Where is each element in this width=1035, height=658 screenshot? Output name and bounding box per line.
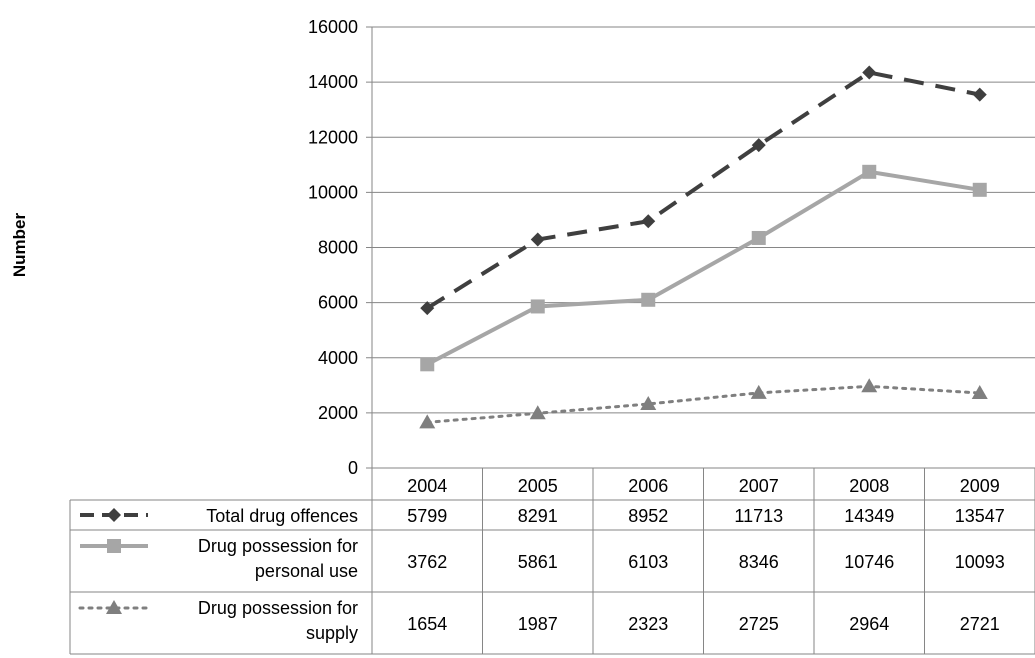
data-point bbox=[530, 232, 545, 247]
data-table: 2004 2005 2006 2007 2008 2009 Total drug offen… bbox=[69, 467, 1035, 655]
y-tick-label: 14000 bbox=[308, 72, 358, 92]
legend-key bbox=[80, 539, 148, 553]
table-value: 13547 bbox=[955, 506, 1005, 526]
series-lines bbox=[419, 65, 988, 429]
y-tick-label: 4000 bbox=[318, 348, 358, 368]
series-line bbox=[426, 169, 981, 367]
grid-lines bbox=[372, 26, 1035, 414]
y-tick-label: 0 bbox=[348, 458, 358, 478]
y-tick-label: 6000 bbox=[318, 293, 358, 313]
table-value: 1654 bbox=[407, 614, 447, 634]
table-value: 2721 bbox=[960, 614, 1000, 634]
data-point bbox=[640, 395, 657, 410]
data-point bbox=[861, 378, 878, 393]
y-axis-title: Number bbox=[10, 213, 29, 278]
y-tick-label: 12000 bbox=[308, 127, 358, 147]
legend-key bbox=[78, 600, 150, 614]
x-category-label: 2006 bbox=[628, 476, 668, 496]
legend-label: Drug possession for bbox=[198, 598, 358, 618]
legend-key-marker bbox=[107, 539, 121, 553]
table-value: 11713 bbox=[734, 506, 783, 526]
legend-key-marker bbox=[107, 508, 121, 522]
axes: 0 2000 4000 6000 8000 10000 12000 14000 16000 bbox=[308, 17, 373, 478]
data-point bbox=[529, 405, 546, 420]
data-point bbox=[751, 230, 766, 245]
data-point bbox=[419, 414, 436, 429]
table-value: 8952 bbox=[628, 506, 668, 526]
data-point bbox=[972, 87, 987, 102]
legend-label: supply bbox=[306, 623, 358, 643]
table-value: 2725 bbox=[739, 614, 779, 634]
table-value: 8346 bbox=[739, 552, 779, 572]
legend-key bbox=[80, 508, 148, 522]
table-value: 3762 bbox=[407, 552, 447, 572]
y-tick-label: 2000 bbox=[318, 403, 358, 423]
series-group bbox=[419, 378, 988, 429]
data-point bbox=[972, 182, 987, 197]
table-value: 8291 bbox=[518, 506, 558, 526]
data-point bbox=[862, 164, 877, 179]
series-line bbox=[426, 70, 981, 310]
data-point bbox=[971, 385, 988, 400]
x-category-label: 2007 bbox=[739, 476, 779, 496]
x-category-label: 2008 bbox=[849, 476, 889, 496]
table-value: 2964 bbox=[849, 614, 889, 634]
series-group bbox=[420, 65, 987, 316]
data-point bbox=[530, 299, 545, 314]
series-group bbox=[420, 164, 987, 372]
table-value: 2323 bbox=[628, 614, 668, 634]
legend-key-marker bbox=[106, 600, 122, 614]
legend-label: Total drug offences bbox=[206, 506, 358, 526]
table-value: 1987 bbox=[518, 614, 558, 634]
table-value: 14349 bbox=[844, 506, 894, 526]
x-category-label: 2005 bbox=[518, 476, 558, 496]
y-tick-label: 16000 bbox=[308, 17, 358, 37]
data-point bbox=[641, 292, 656, 307]
data-point bbox=[420, 357, 435, 372]
data-point bbox=[641, 214, 656, 229]
legend-label: personal use bbox=[255, 561, 358, 581]
data-point bbox=[420, 301, 435, 316]
legend-label: Drug possession for bbox=[198, 536, 358, 556]
x-category-label: 2004 bbox=[407, 476, 447, 496]
table-value: 5799 bbox=[407, 506, 447, 526]
y-tick-label: 8000 bbox=[318, 238, 358, 258]
data-point bbox=[750, 384, 767, 399]
y-tick-label: 10000 bbox=[308, 182, 358, 202]
series-line bbox=[425, 384, 982, 424]
table-value: 6103 bbox=[628, 552, 668, 572]
data-point bbox=[751, 138, 766, 153]
table-value: 10746 bbox=[844, 552, 894, 572]
data-point bbox=[862, 65, 877, 80]
x-category-label: 2009 bbox=[960, 476, 1000, 496]
table-value: 10093 bbox=[955, 552, 1005, 572]
table-value: 5861 bbox=[518, 552, 558, 572]
